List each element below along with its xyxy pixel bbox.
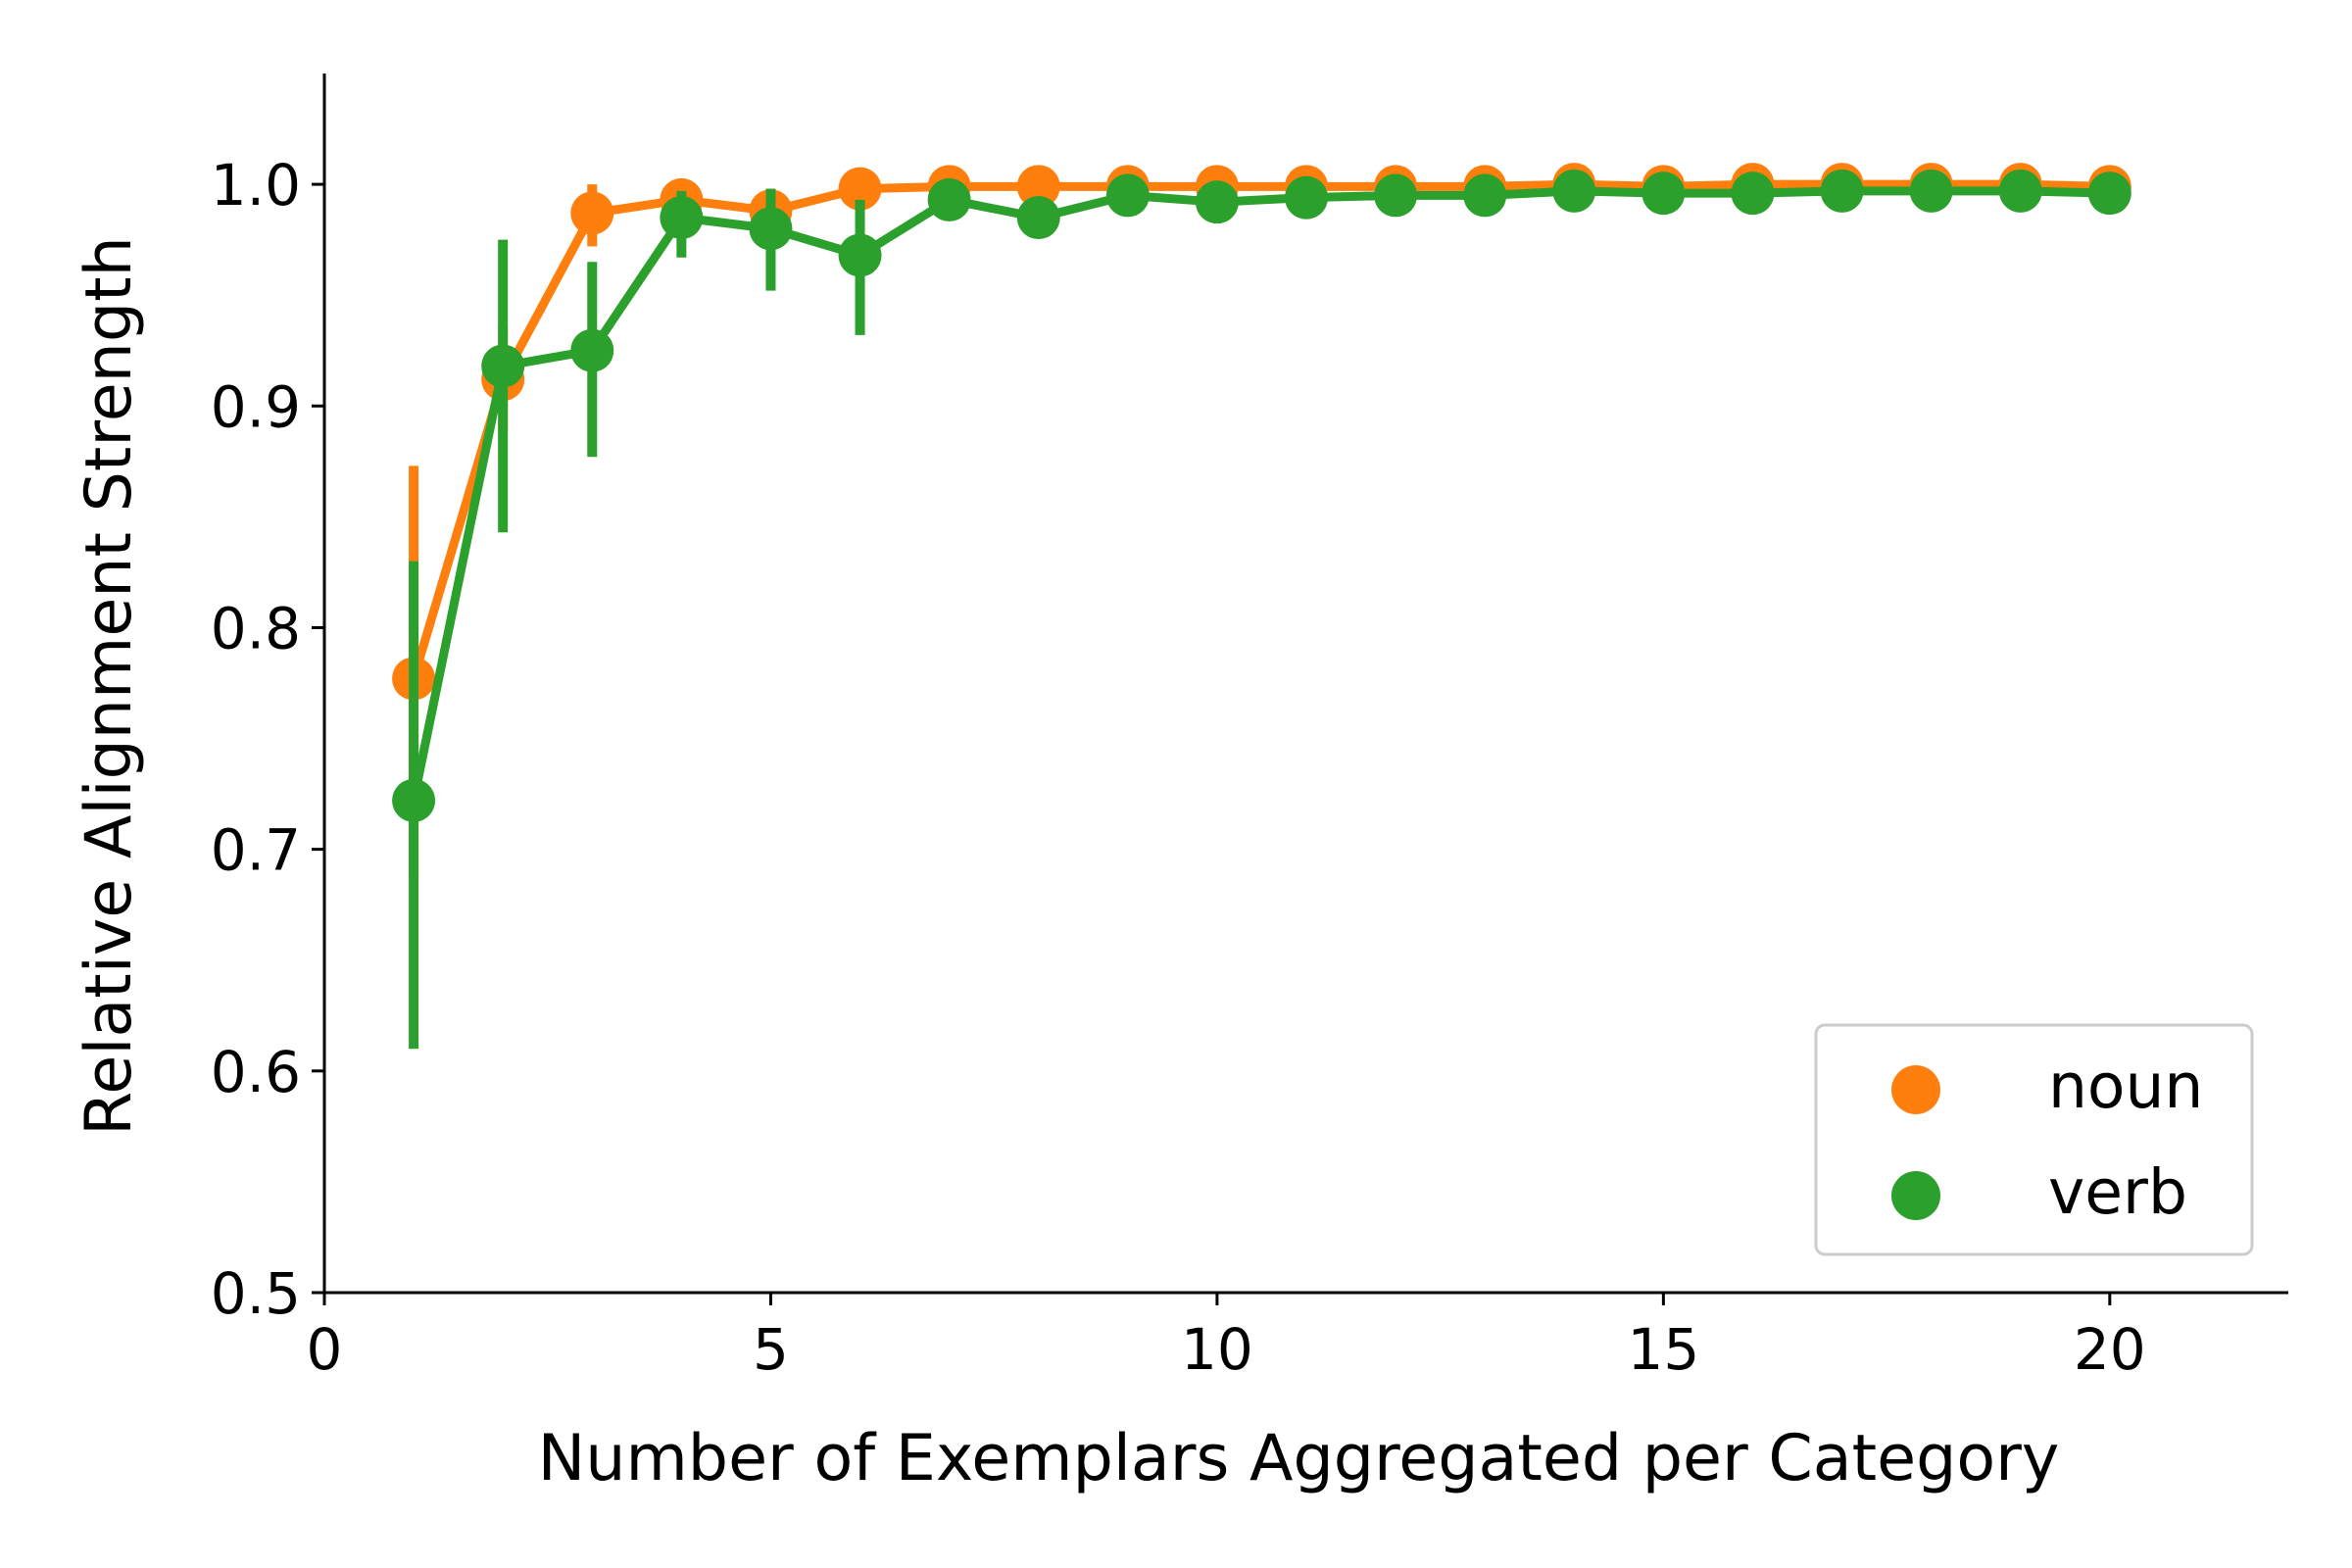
verb-point	[2087, 172, 2132, 216]
legend-label-noun: noun	[2048, 1051, 2203, 1122]
x-tick-label: 20	[2074, 1316, 2146, 1383]
y-tick-label: 0.5	[211, 1260, 301, 1327]
verb-point	[481, 344, 525, 388]
x-axis-label: Number of Exemplars Aggregated per Categ…	[538, 1422, 2060, 1495]
legend-label-verb: verb	[2048, 1156, 2187, 1228]
legend-marker-verb	[1891, 1171, 1940, 1220]
verb-point	[1285, 175, 1328, 220]
x-axis-ticks: 0 5 10 15 20	[307, 1293, 2146, 1383]
verb-point	[1105, 173, 1150, 218]
verb-point	[1909, 169, 1953, 213]
verb-point	[1195, 180, 1239, 224]
x-tick-label: 10	[1181, 1316, 1253, 1383]
verb-point	[749, 207, 793, 251]
verb-point	[1463, 173, 1507, 218]
y-tick-label: 1.0	[211, 152, 301, 219]
verb-point	[1998, 169, 2042, 213]
verb-point	[392, 778, 436, 822]
noun-point	[1016, 165, 1060, 209]
plot-area: 0 5 10 15 20 0.5 0.6 0.7 0.8 0.9 1.0	[211, 74, 2288, 1383]
y-axis-ticks: 0.5 0.6 0.7 0.8 0.9 1.0	[211, 152, 324, 1327]
verb-point	[1016, 196, 1060, 240]
x-tick-label: 0	[307, 1316, 343, 1383]
verb-point	[660, 196, 704, 240]
verb-point	[1552, 169, 1596, 213]
legend: noun verb	[1814, 1023, 2254, 1256]
series-verb	[392, 169, 2132, 1050]
y-tick-label: 0.6	[211, 1039, 301, 1105]
x-tick-label: 5	[753, 1316, 789, 1383]
verb-point	[1731, 172, 1775, 216]
y-tick-label: 0.9	[211, 373, 301, 440]
verb-point	[927, 177, 971, 221]
y-axis-label: Relative Alignment Strength	[73, 236, 146, 1136]
legend-marker-noun	[1891, 1065, 1940, 1114]
verb-point	[1820, 169, 1864, 213]
x-tick-label: 15	[1627, 1316, 1699, 1383]
verb-point	[570, 328, 614, 372]
series-layer	[392, 163, 2132, 1050]
y-tick-label: 0.8	[211, 595, 301, 662]
verb-point	[1642, 172, 1686, 216]
noun-point	[570, 191, 614, 235]
verb-point	[838, 233, 882, 277]
y-tick-label: 0.7	[211, 817, 301, 884]
verb-point	[1374, 173, 1418, 218]
noun-point	[838, 167, 882, 211]
